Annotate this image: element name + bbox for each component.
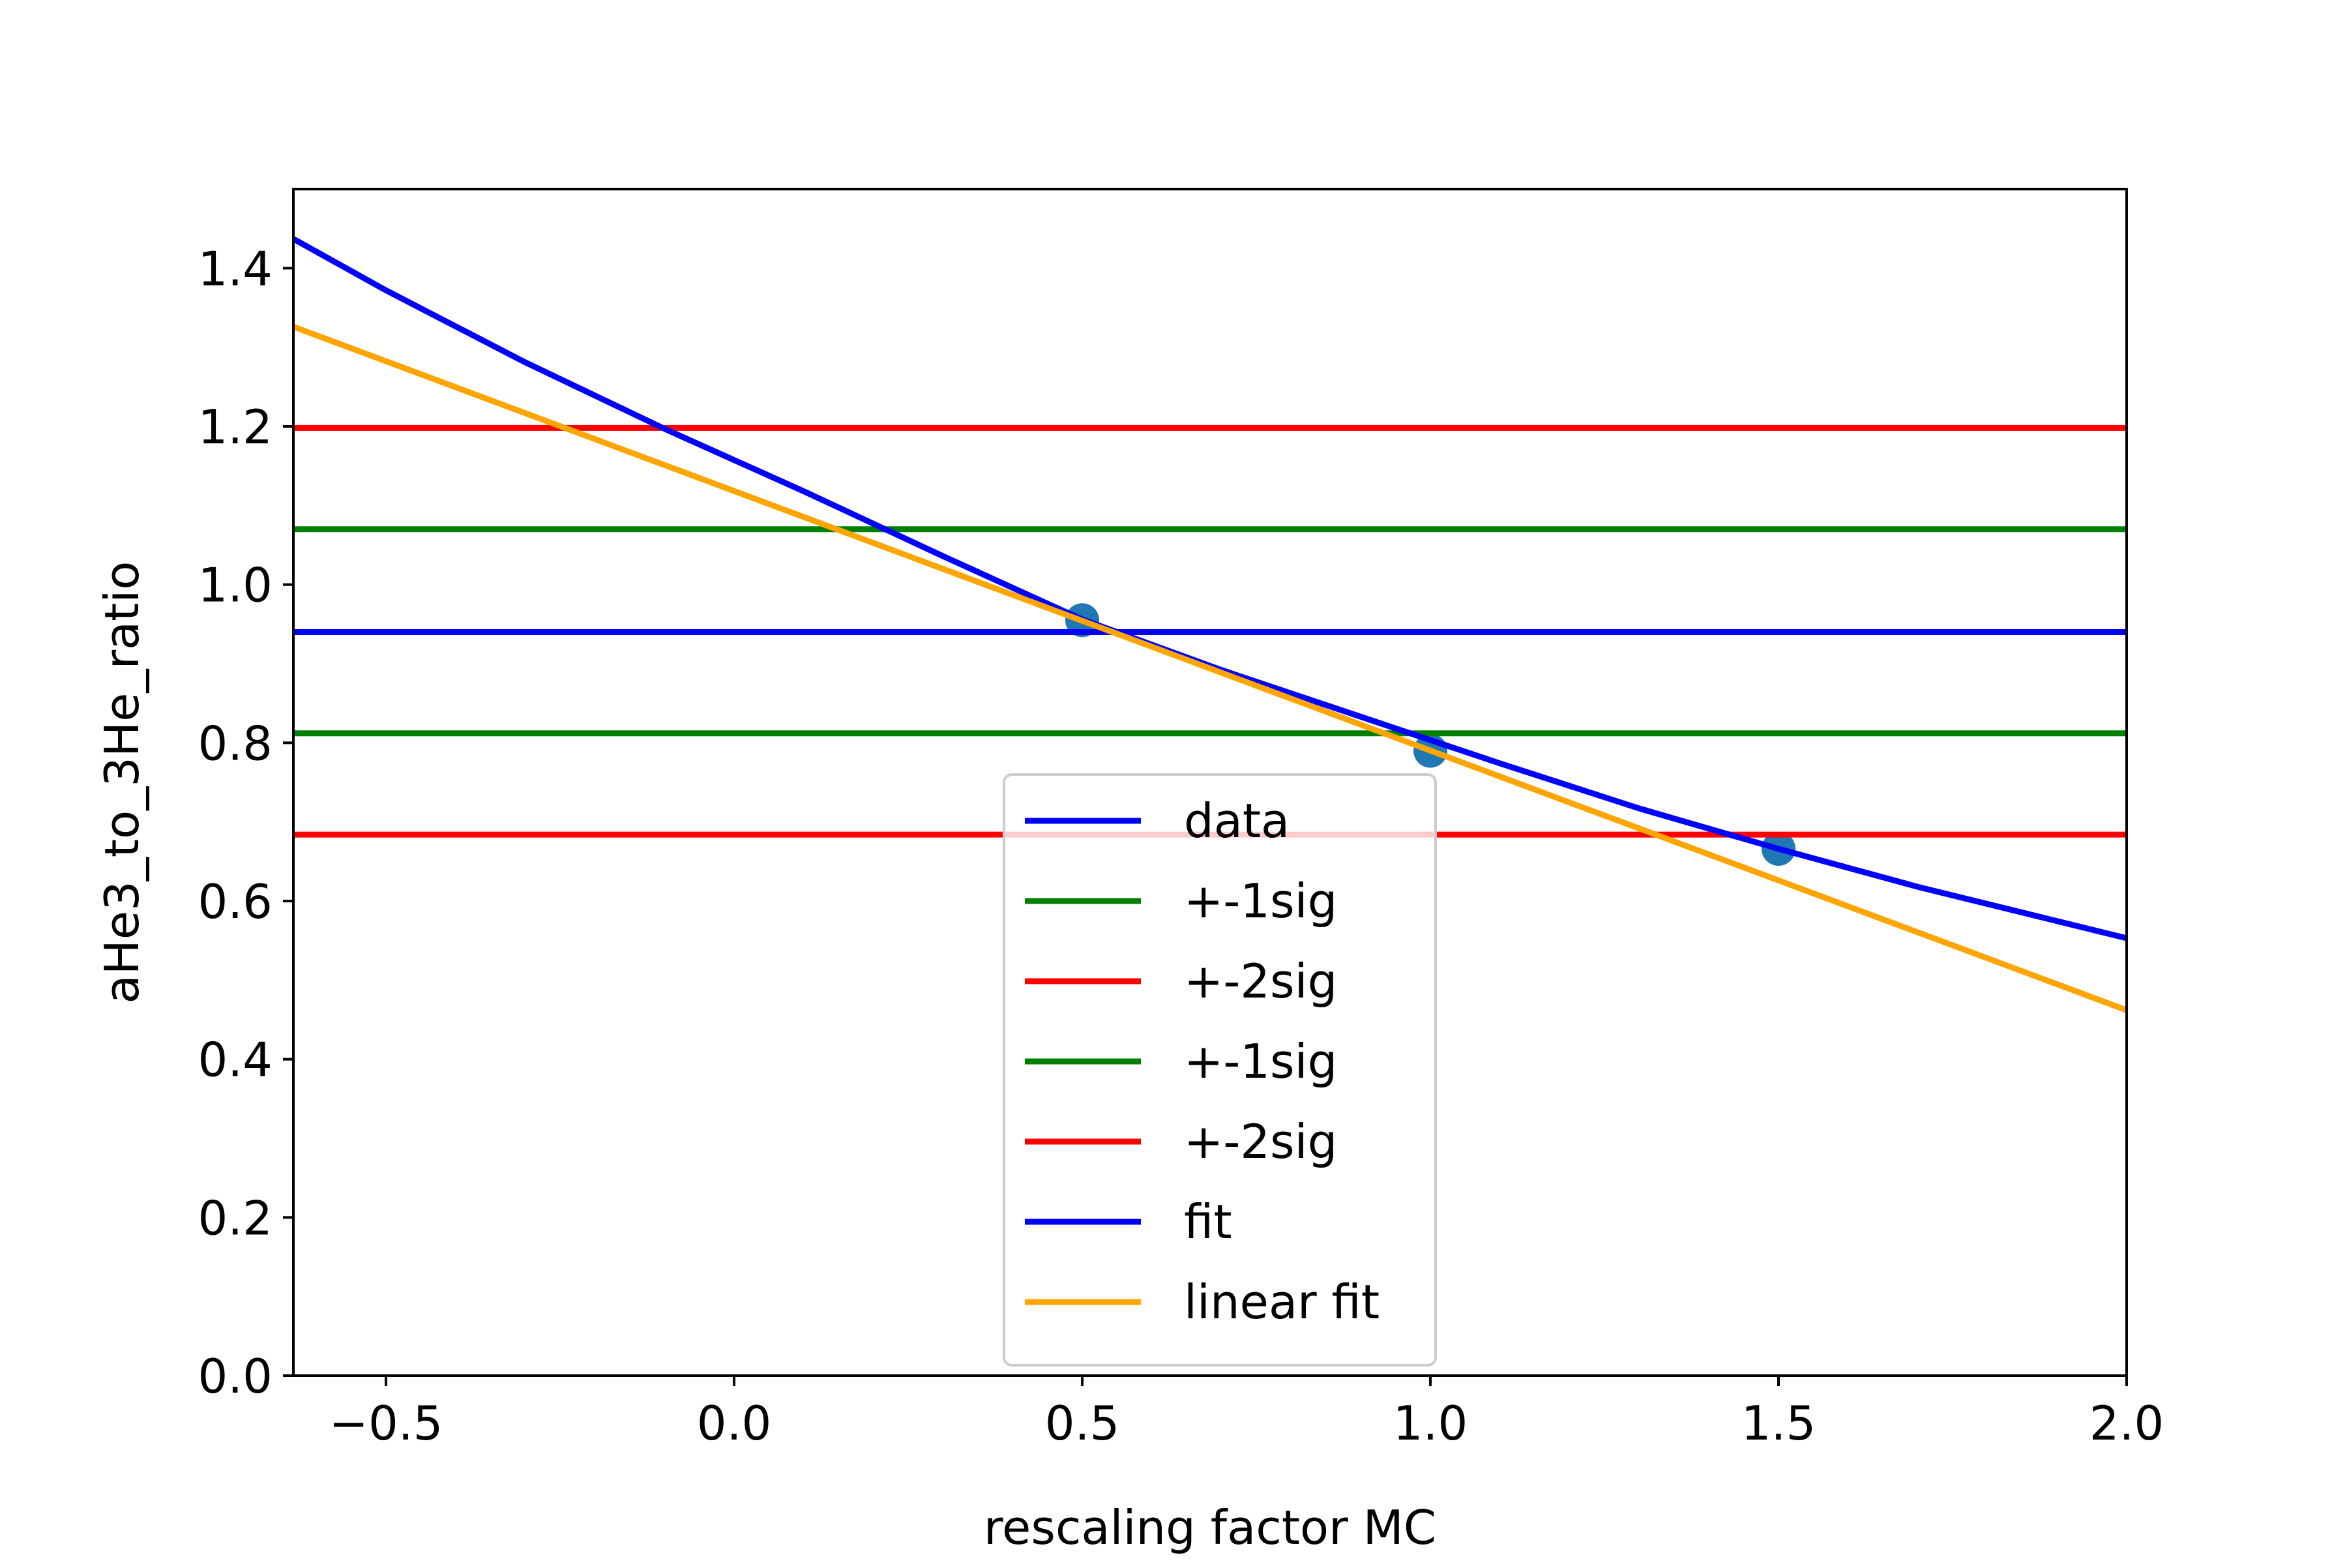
x-axis-label: rescaling factor MC xyxy=(984,1500,1436,1555)
legend-2sig-label: +-2sig xyxy=(1184,954,1337,1009)
legend-linear-fit-label: linear fit xyxy=(1184,1275,1380,1329)
y-tick-label: 1.2 xyxy=(198,400,273,454)
y-tick-label: 0.8 xyxy=(198,716,273,771)
legend-2sig-label: +-2sig xyxy=(1184,1114,1337,1169)
legend-data-label: data xyxy=(1184,793,1290,848)
y-axis-label: aHe3_to_3He_ratio xyxy=(95,561,149,1004)
x-tick-label: 1.5 xyxy=(1741,1396,1816,1451)
y-tick-label: 0.2 xyxy=(198,1191,273,1245)
legend-fit-label: fit xyxy=(1184,1194,1232,1249)
y-tick-label: 0.6 xyxy=(198,874,273,929)
plot-marks xyxy=(293,236,2127,1013)
legend: data +-1sig +-2sig +-1sig +-2sig fit linear fi… xyxy=(1003,773,1437,1367)
y-tick-label: 0.0 xyxy=(198,1349,273,1404)
axes-frame xyxy=(292,188,2128,1377)
y-axis: 0.0 0.2 0.4 0.6 0.8 1.0 1.2 1.4 xyxy=(198,241,293,1404)
x-axis: −0.5 0.0 0.5 1.0 1.5 2.0 xyxy=(329,1376,2164,1451)
legend-box xyxy=(1003,773,1437,1367)
series-linear-fit-line xyxy=(293,323,2127,1013)
y-tick-label: 1.0 xyxy=(198,558,273,613)
x-tick-label: −0.5 xyxy=(329,1396,443,1451)
x-tick-label: 0.5 xyxy=(1045,1396,1120,1451)
x-tick-label: 0.0 xyxy=(697,1396,772,1451)
x-tick-label: 2.0 xyxy=(2089,1396,2164,1451)
legend-1sig-label: +-1sig xyxy=(1184,874,1337,928)
legend-1sig-label: +-1sig xyxy=(1184,1034,1337,1089)
plot-area xyxy=(293,236,2127,1013)
y-tick-label: 1.4 xyxy=(198,241,273,296)
y-tick-label: 0.4 xyxy=(198,1033,273,1087)
x-tick-label: 1.0 xyxy=(1393,1396,1468,1451)
